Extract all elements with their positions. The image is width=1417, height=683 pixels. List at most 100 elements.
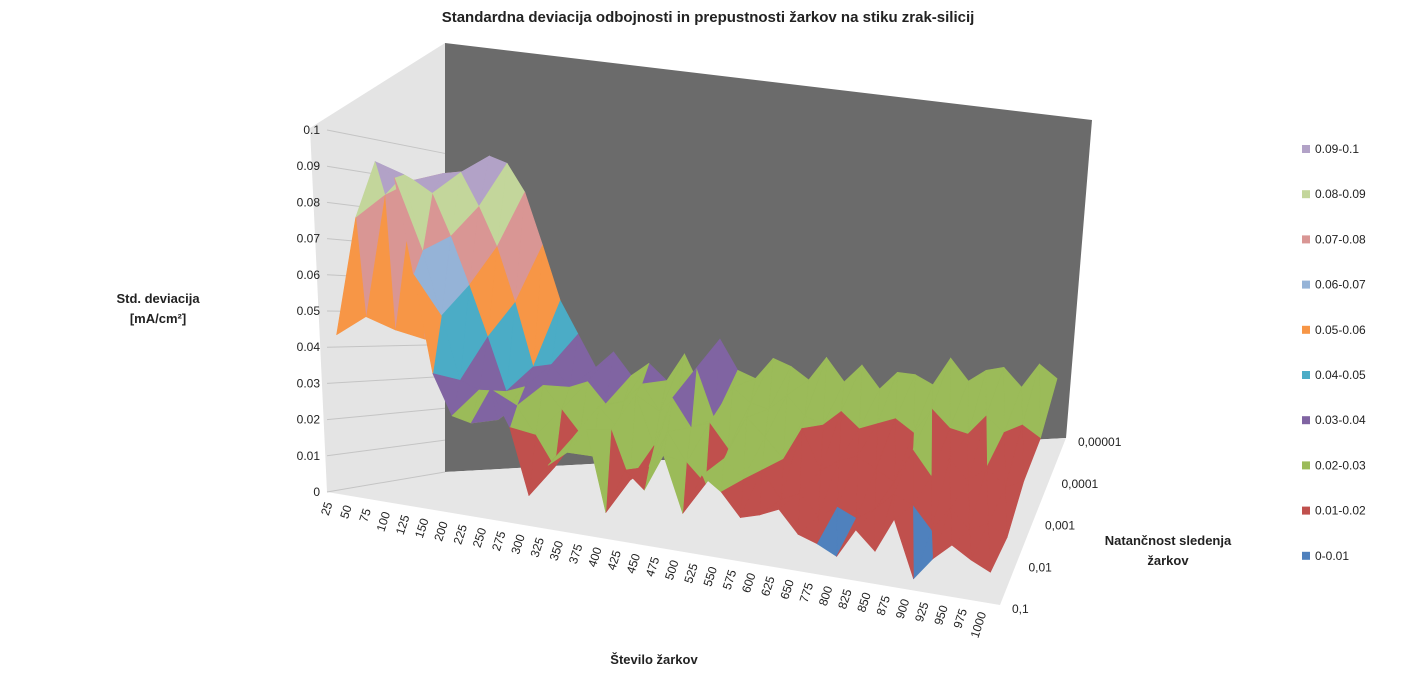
surface-patch <box>586 429 612 513</box>
legend-swatch <box>1302 325 1310 334</box>
x-tick-label: 225 <box>451 522 471 546</box>
surface-patch <box>893 505 914 580</box>
y-tick-label: 0,001 <box>1045 519 1075 533</box>
y-axis-title-line1: Natančnost sledenja <box>1105 533 1232 548</box>
legend-label: 0.04-0.05 <box>1315 368 1366 382</box>
z-tick-label: 0.02 <box>297 413 321 427</box>
x-tick-label: 375 <box>566 542 586 566</box>
x-tick-label: 950 <box>931 603 951 627</box>
x-tick-label: 200 <box>431 519 451 543</box>
x-tick-label: 150 <box>412 516 432 540</box>
x-tick-label: 75 <box>356 506 374 523</box>
legend-swatch <box>1302 235 1310 244</box>
z-gridline <box>326 129 446 154</box>
y-tick-label: 0,0001 <box>1062 477 1099 491</box>
x-tick-label: 350 <box>547 539 567 563</box>
x-tick-label: 325 <box>527 535 547 559</box>
x-tick-label: 825 <box>835 587 855 611</box>
legend-swatch <box>1302 371 1310 379</box>
x-tick-label: 925 <box>912 600 932 624</box>
z-axis-title-line1: Std. deviacija <box>116 291 200 306</box>
legend-label: 0.06-0.07 <box>1315 278 1366 292</box>
x-tick-label: 850 <box>854 590 874 614</box>
legend-swatch <box>1302 280 1310 289</box>
surface-patch <box>836 518 857 557</box>
surface-patch <box>509 427 536 496</box>
surface-plot <box>336 155 1058 580</box>
surface-patch <box>432 373 461 417</box>
legend-label: 0-0.01 <box>1315 549 1349 563</box>
chart-title: Standardna deviacija odbojnosti in prepu… <box>442 9 975 26</box>
legend: 0.09-0.1 0.08-0.09 0.07-0.08 0.06-0.07 0.05-… <box>1302 142 1366 563</box>
x-tick-label: 450 <box>624 552 644 576</box>
surface-patch <box>528 464 555 496</box>
surface-patch <box>336 216 367 336</box>
surface-patch <box>355 161 386 218</box>
surface-patch <box>490 388 518 428</box>
x-tick-label: 100 <box>374 510 394 534</box>
surface-patch <box>451 389 480 424</box>
x-tick-label: 550 <box>701 565 721 589</box>
z-tick-label: 0.09 <box>297 159 321 173</box>
y-tick-label: 0,01 <box>1029 560 1053 574</box>
x-tick-label: 625 <box>758 574 778 598</box>
surface-patch <box>855 508 876 552</box>
surface-patch <box>951 529 972 561</box>
legend-swatch <box>1302 461 1310 470</box>
x-tick-label: 425 <box>604 548 624 572</box>
surface-patch <box>605 469 631 513</box>
surface-patch <box>682 475 706 514</box>
x-tick-label: 1000 <box>968 610 990 640</box>
y-tick-label: 0,00001 <box>1078 435 1122 449</box>
z-tick-label: 0.05 <box>297 304 321 318</box>
z-tick-label: 0.07 <box>297 232 321 246</box>
surface-patch <box>374 161 404 178</box>
legend-label: 0.01-0.02 <box>1315 504 1366 518</box>
x-tick-label: 975 <box>950 607 970 631</box>
x-tick-label: 300 <box>508 532 528 556</box>
z-gridline <box>326 407 446 421</box>
surface-patch <box>816 506 838 557</box>
z-gridline <box>326 344 446 348</box>
surface-patch <box>759 499 782 516</box>
legend-label: 0.03-0.04 <box>1315 413 1366 427</box>
z-tick-label: 0.01 <box>297 449 321 463</box>
x-tick-label: 775 <box>797 581 817 605</box>
surface-patch <box>624 466 650 491</box>
x-tick-label: 525 <box>681 561 701 585</box>
x-tick-label: 275 <box>489 529 509 553</box>
legend-swatch <box>1302 506 1310 515</box>
z-gridline <box>326 375 446 384</box>
x-tick-label: 50 <box>337 503 355 520</box>
x-tick-label: 875 <box>874 593 894 617</box>
x-tick-label: 575 <box>720 568 740 592</box>
x-tick-label: 125 <box>393 513 413 537</box>
surface-patch <box>913 530 934 580</box>
z-axis-ticks: 0 0.01 0.02 0.03 0.04 0.05 0.06 0.07 0.08 0.09 0.1 <box>297 123 321 499</box>
legend-swatch <box>1302 190 1310 199</box>
legend-label: 0.05-0.06 <box>1315 323 1366 337</box>
surface-patch <box>701 458 725 493</box>
legend-label: 0.08-0.09 <box>1315 187 1366 201</box>
x-tick-label: 500 <box>662 558 682 582</box>
z-tick-label: 0.04 <box>297 340 321 354</box>
legend-label: 0.09-0.1 <box>1315 142 1359 156</box>
legend-swatch <box>1302 416 1310 425</box>
y-axis-ticks: 0,1 0,01 0,001 0,0001 0,00001 <box>1012 435 1122 616</box>
surface-patch <box>547 436 574 466</box>
z-tick-label: 0.1 <box>303 123 320 137</box>
legend-swatch <box>1302 551 1310 560</box>
surface-patch <box>413 274 442 374</box>
x-axis-title: Število žarkov <box>610 652 698 667</box>
z-axis-title-line2: [mA/cm²] <box>130 311 186 326</box>
x-tick-label: 400 <box>585 545 605 569</box>
surface-patch <box>643 431 668 491</box>
x-tick-label: 250 <box>470 526 490 550</box>
surface-patch <box>797 516 819 545</box>
z-gridline <box>326 439 446 457</box>
x-tick-label: 650 <box>777 577 797 601</box>
surface-patch <box>932 507 953 560</box>
surface-patch <box>393 177 423 275</box>
